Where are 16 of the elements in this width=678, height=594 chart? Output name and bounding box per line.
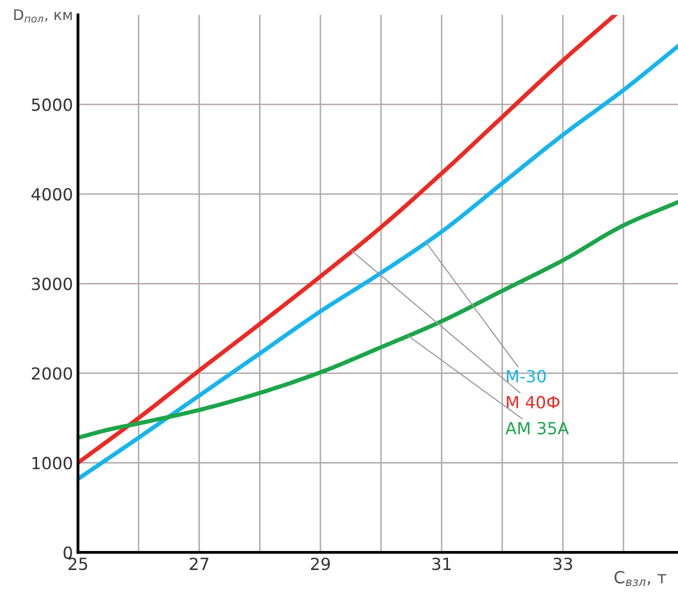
y-tick-label: 1000 <box>32 456 72 470</box>
x-tick-label: 33 <box>554 558 572 570</box>
y-tick-label: 2000 <box>32 367 72 380</box>
x-tick-label: 25 <box>68 558 88 570</box>
y-tick-label: 3000 <box>32 278 72 290</box>
text: M 40Ф <box>506 396 560 409</box>
x-tick-label: 29 <box>311 558 330 570</box>
y-tick-label: 4000 <box>32 188 72 201</box>
text: M-30 <box>506 370 546 383</box>
x-axis-title: C$_{взл}$, т <box>614 570 666 586</box>
y-axis-title: D$_{пол}$, км <box>14 9 72 23</box>
y-tick-label: 5000 <box>32 98 72 112</box>
x-tick-label: 27 <box>190 558 208 570</box>
x-tick-label: 31 <box>432 558 451 570</box>
y-tick-label: 0 <box>64 546 72 559</box>
text: AM 35A <box>505 422 569 435</box>
